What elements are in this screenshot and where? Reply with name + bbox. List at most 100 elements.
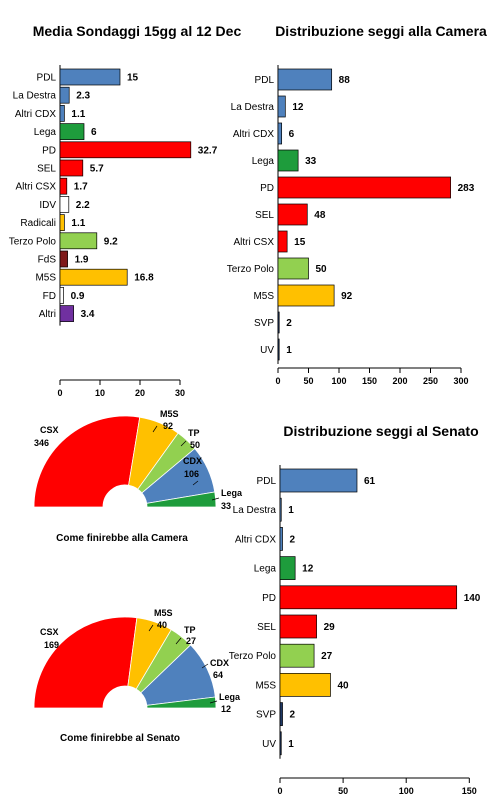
- bar: [59, 196, 70, 213]
- x-tick-label: 50: [338, 786, 348, 796]
- leader-line: [192, 480, 199, 486]
- category-label: La Destra: [13, 91, 57, 102]
- data-label: 6: [91, 127, 97, 138]
- category-label: Terzo Polo: [227, 264, 275, 275]
- leader-line: [211, 497, 220, 501]
- bar: [279, 497, 282, 522]
- chart-caption: Come finirebbe al Senato: [60, 733, 180, 744]
- slice-label: CDX: [210, 658, 229, 668]
- data-label: 0.9: [71, 291, 85, 302]
- category-label: UV: [260, 345, 274, 356]
- chart-title: Distribuzione seggi alla Camera: [275, 23, 487, 39]
- leader-line: [209, 700, 218, 704]
- slice-label: Lega: [219, 692, 241, 702]
- category-label: PD: [262, 593, 276, 604]
- slice-label: CDX: [183, 456, 202, 466]
- data-label: 88: [339, 75, 351, 86]
- bar: [277, 338, 280, 361]
- data-label: 6: [289, 129, 295, 140]
- bar: [277, 284, 335, 307]
- bar: [59, 287, 64, 304]
- data-label: 9.2: [104, 236, 118, 247]
- category-label: SEL: [37, 164, 56, 175]
- category-label: M5S: [35, 273, 56, 284]
- bar: [277, 203, 308, 226]
- bar: [59, 123, 85, 140]
- leader-line: [148, 624, 154, 632]
- category-label: SVP: [256, 710, 276, 721]
- bar-chart-0: Media Sondaggi 15gg al 12 Dec PDL 15 La Des…: [9, 23, 242, 398]
- bar: [279, 556, 296, 580]
- x-tick-label: 250: [423, 376, 438, 386]
- bar: [279, 673, 331, 697]
- category-label: La Destra: [231, 102, 275, 113]
- slice-label: Lega: [221, 488, 243, 498]
- bar: [277, 95, 286, 118]
- bar: [279, 702, 283, 726]
- data-label: 15: [294, 237, 306, 248]
- x-tick-label: 0: [57, 388, 62, 398]
- bar-chart-2: Distribuzione seggi al Senato PDL 61 La Des…: [229, 423, 481, 796]
- data-label: 29: [324, 622, 336, 633]
- data-label: 283: [458, 183, 475, 194]
- bar: [279, 643, 315, 668]
- slice-value-label: 169: [44, 640, 59, 650]
- data-label: 2: [290, 534, 296, 545]
- data-label: 2: [290, 710, 296, 721]
- data-label: 15: [127, 73, 139, 84]
- data-label: 12: [292, 102, 304, 113]
- data-label: 1.1: [71, 218, 85, 229]
- category-label: SEL: [255, 210, 274, 221]
- data-label: 50: [316, 264, 328, 275]
- category-label: M5S: [255, 680, 276, 691]
- x-tick-label: 100: [331, 376, 346, 386]
- bar: [59, 232, 98, 250]
- data-label: 1.1: [71, 109, 85, 120]
- bar: [59, 159, 84, 177]
- category-label: Terzo Polo: [229, 651, 277, 662]
- bar: [59, 250, 68, 268]
- data-label: 40: [337, 680, 349, 691]
- bar: [59, 177, 68, 195]
- slice-label: CSX: [40, 425, 59, 435]
- category-label: IDV: [39, 200, 56, 211]
- x-tick-label: 150: [462, 786, 477, 796]
- x-tick-label: 300: [453, 376, 468, 386]
- category-label: FD: [43, 291, 56, 302]
- leader-line: [175, 637, 182, 645]
- category-label: Altri CDX: [235, 534, 276, 545]
- category-label: PD: [42, 145, 56, 156]
- data-label: 140: [464, 593, 481, 604]
- slice-value-label: 27: [186, 636, 196, 646]
- slice-value-label: 50: [190, 440, 200, 450]
- slice-csx: [33, 415, 141, 508]
- bar: [59, 214, 65, 231]
- bar: [59, 86, 70, 104]
- data-label: 2: [286, 318, 292, 329]
- chart-caption: Come finirebbe alla Camera: [56, 533, 188, 544]
- slice-value-label: 40: [157, 620, 167, 630]
- bar: [59, 105, 65, 122]
- bar: [277, 149, 299, 172]
- category-label: SVP: [254, 318, 274, 329]
- chart-title: Media Sondaggi 15gg al 12 Dec: [33, 23, 242, 39]
- bar: [279, 527, 283, 551]
- category-label: La Destra: [233, 505, 277, 516]
- data-label: 1: [288, 505, 294, 516]
- slice-value-label: 33: [221, 501, 231, 511]
- leader-line: [180, 440, 187, 447]
- bar: [279, 468, 358, 493]
- bar: [59, 68, 121, 86]
- data-label: 32.7: [198, 145, 218, 156]
- category-label: Altri CDX: [233, 129, 274, 140]
- x-tick-label: 100: [399, 786, 414, 796]
- category-label: M5S: [253, 291, 274, 302]
- semicircle-chart-3: CSX 346 M5S 92 TP 50 CDX 106 Lega 33 Come finirebb…: [33, 409, 243, 544]
- data-label: 1: [288, 739, 294, 750]
- leader-line: [201, 663, 209, 669]
- x-tick-label: 50: [303, 376, 313, 386]
- category-label: FdS: [38, 255, 57, 266]
- x-tick-label: 30: [175, 388, 185, 398]
